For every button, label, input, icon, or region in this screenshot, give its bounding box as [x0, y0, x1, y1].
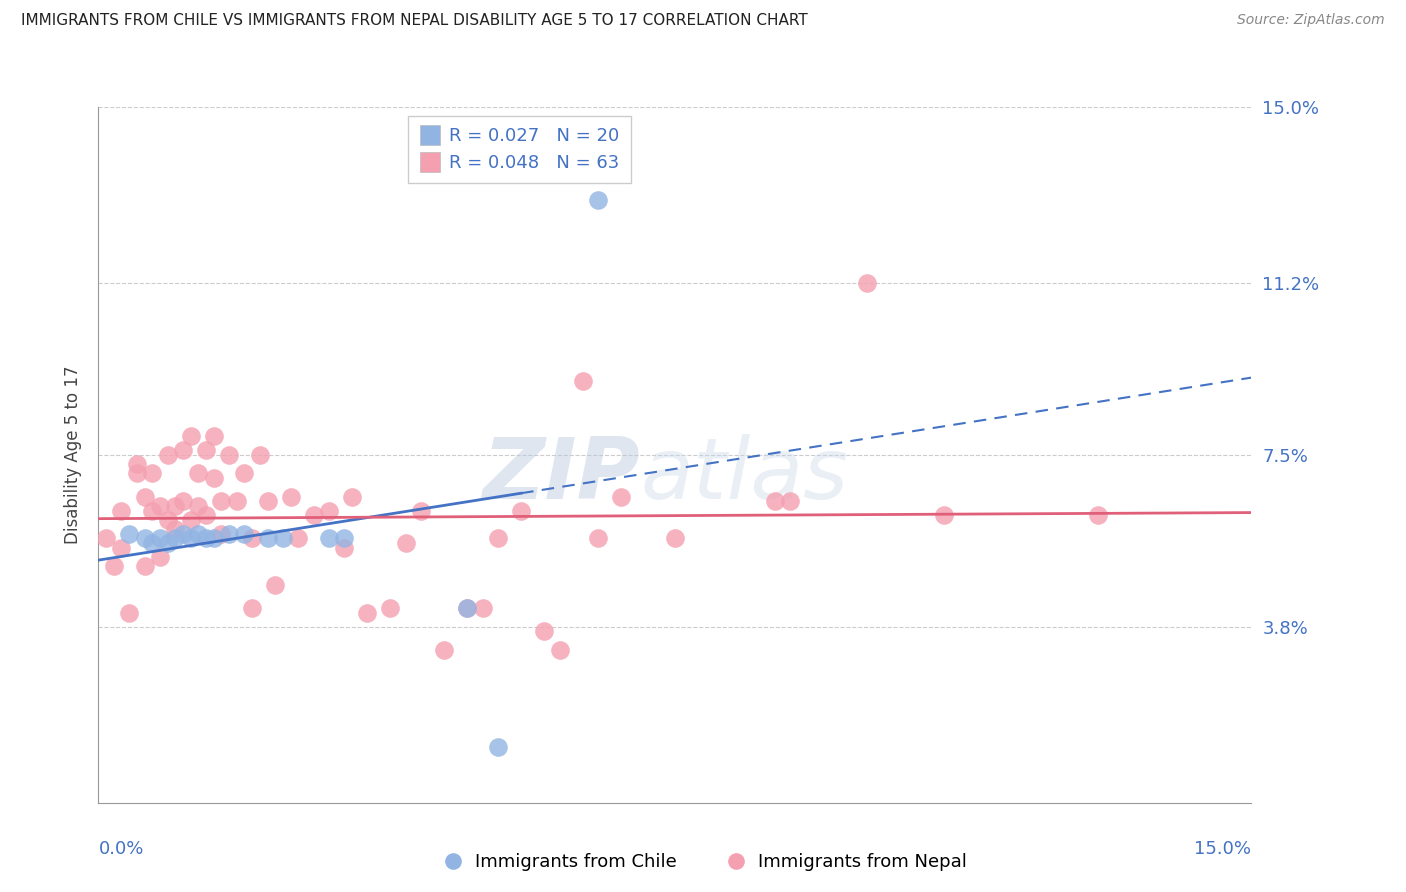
Point	[180, 513, 202, 527]
Point	[187, 526, 209, 541]
Point	[195, 443, 218, 458]
Point	[318, 532, 340, 546]
Point	[779, 494, 801, 508]
Point	[763, 494, 786, 508]
Point	[180, 429, 202, 443]
Point	[932, 508, 955, 523]
Point	[264, 578, 287, 592]
Point	[156, 448, 179, 462]
Point	[571, 374, 593, 388]
Point	[225, 494, 247, 508]
Text: atlas: atlas	[640, 434, 848, 517]
Point	[141, 536, 163, 550]
Point	[202, 532, 225, 546]
Point	[195, 532, 218, 546]
Point	[240, 601, 263, 615]
Point	[433, 642, 456, 657]
Point	[333, 532, 356, 546]
Point	[118, 526, 141, 541]
Point	[356, 606, 378, 620]
Legend: Immigrants from Chile, Immigrants from Nepal: Immigrants from Chile, Immigrants from N…	[432, 847, 974, 879]
Text: 0.0%: 0.0%	[98, 840, 143, 858]
Point	[318, 503, 340, 517]
Point	[156, 513, 179, 527]
Point	[195, 508, 218, 523]
Point	[156, 536, 179, 550]
Point	[456, 601, 478, 615]
Point	[141, 503, 163, 517]
Point	[533, 624, 555, 639]
Point	[610, 490, 633, 504]
Legend: R = 0.027   N = 20, R = 0.048   N = 63: R = 0.027 N = 20, R = 0.048 N = 63	[408, 116, 630, 183]
Point	[1087, 508, 1109, 523]
Point	[486, 532, 509, 546]
Point	[187, 467, 209, 481]
Point	[165, 532, 187, 546]
Point	[456, 601, 478, 615]
Point	[118, 606, 141, 620]
Point	[233, 526, 256, 541]
Point	[256, 532, 278, 546]
Point	[149, 499, 172, 513]
Point	[165, 522, 187, 536]
Point	[486, 740, 509, 755]
Point	[287, 532, 309, 546]
Point	[586, 193, 609, 207]
Point	[233, 467, 256, 481]
Point	[856, 277, 879, 291]
Text: Source: ZipAtlas.com: Source: ZipAtlas.com	[1237, 13, 1385, 28]
Point	[134, 559, 156, 574]
Text: IMMIGRANTS FROM CHILE VS IMMIGRANTS FROM NEPAL DISABILITY AGE 5 TO 17 CORRELATIO: IMMIGRANTS FROM CHILE VS IMMIGRANTS FROM…	[21, 13, 808, 29]
Point	[209, 526, 232, 541]
Point	[218, 448, 240, 462]
Point	[271, 532, 294, 546]
Point	[141, 467, 163, 481]
Point	[471, 601, 494, 615]
Point	[134, 532, 156, 546]
Point	[172, 526, 194, 541]
Point	[510, 503, 533, 517]
Point	[149, 549, 172, 564]
Point	[340, 490, 363, 504]
Point	[125, 457, 148, 471]
Point	[172, 443, 194, 458]
Point	[664, 532, 686, 546]
Point	[202, 429, 225, 443]
Point	[218, 526, 240, 541]
Point	[172, 494, 194, 508]
Point	[411, 503, 433, 517]
Point	[209, 494, 232, 508]
Point	[94, 532, 117, 546]
Point	[110, 541, 132, 555]
Point	[110, 503, 132, 517]
Point	[125, 467, 148, 481]
Point	[333, 541, 356, 555]
Point	[187, 499, 209, 513]
Point	[134, 490, 156, 504]
Point	[380, 601, 402, 615]
Point	[103, 559, 125, 574]
Point	[280, 490, 302, 504]
Point	[149, 532, 172, 546]
Text: ZIP: ZIP	[482, 434, 640, 517]
Point	[586, 532, 609, 546]
Point	[240, 532, 263, 546]
Point	[302, 508, 325, 523]
Point	[256, 494, 278, 508]
Y-axis label: Disability Age 5 to 17: Disability Age 5 to 17	[63, 366, 82, 544]
Point	[249, 448, 271, 462]
Point	[180, 532, 202, 546]
Point	[202, 471, 225, 485]
Point	[165, 499, 187, 513]
Point	[548, 642, 571, 657]
Text: 15.0%: 15.0%	[1194, 840, 1251, 858]
Point	[395, 536, 418, 550]
